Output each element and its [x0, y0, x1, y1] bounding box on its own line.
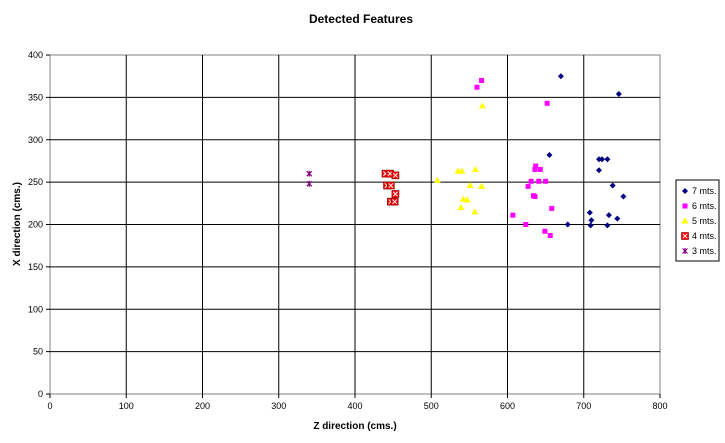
x-axis-title: Z direction (cms.)	[313, 421, 396, 432]
legend-box	[675, 179, 720, 262]
x-tick-label: 800	[652, 401, 667, 411]
y-tick-label: 150	[28, 262, 43, 272]
y-axis-title: X direction (cms.)	[12, 182, 23, 266]
legend-marker	[682, 203, 688, 209]
data-point	[536, 178, 542, 184]
data-point	[471, 208, 479, 215]
data-point	[457, 204, 465, 211]
data-point	[523, 222, 529, 227]
x-tick-label: 500	[424, 401, 439, 411]
legend-label: 6 mts.	[692, 201, 717, 211]
chart-title: Detected Features	[309, 12, 413, 26]
data-point	[471, 165, 479, 172]
data-point	[615, 90, 622, 97]
x-tick-label: 400	[347, 401, 362, 411]
legend-marker	[682, 188, 688, 194]
x-tick-label: 300	[271, 401, 286, 411]
data-point	[586, 209, 593, 216]
gridlines	[46, 54, 661, 398]
data-point	[387, 181, 395, 190]
data-point	[604, 222, 611, 229]
data-point	[433, 176, 441, 183]
data-point	[466, 182, 474, 189]
legend-marker	[682, 248, 688, 254]
y-tick-label: 200	[28, 220, 43, 230]
data-point	[474, 84, 480, 90]
data-points	[306, 73, 627, 239]
data-point	[525, 183, 531, 189]
x-tick-label: 700	[576, 401, 591, 411]
x-tick-labels: 0 100 200 300 400 500 600 700 800	[47, 401, 667, 411]
data-point	[604, 156, 611, 163]
y-tick-label: 250	[28, 177, 43, 187]
data-point	[596, 156, 602, 163]
data-point	[544, 100, 550, 106]
x-tick-label: 200	[195, 401, 210, 411]
legend-label: 5 mts.	[692, 216, 717, 226]
data-point	[478, 182, 486, 189]
data-point	[546, 152, 553, 159]
data-point	[605, 212, 612, 219]
legend: 7 mts. 6 mts. 5 mts. 4 mts. 3 mts.	[681, 186, 717, 256]
data-point	[391, 190, 400, 198]
legend-marker	[681, 232, 689, 240]
legend-marker	[681, 217, 689, 224]
data-point	[306, 170, 313, 177]
data-point	[599, 156, 606, 163]
data-point	[614, 215, 621, 222]
data-point	[306, 180, 313, 187]
data-point	[564, 221, 571, 228]
x-tick-label: 0	[47, 401, 52, 411]
data-point	[528, 178, 534, 184]
data-point	[547, 233, 553, 239]
data-point	[390, 197, 399, 206]
data-point	[537, 166, 543, 172]
legend-label: 4 mts.	[692, 231, 717, 241]
x-tick-label: 600	[500, 401, 515, 411]
y-tick-label: 300	[28, 135, 43, 145]
data-point	[478, 102, 486, 109]
data-point	[510, 212, 516, 218]
y-tick-label: 100	[28, 304, 43, 314]
data-point	[463, 196, 471, 203]
data-point	[596, 167, 602, 174]
data-point	[479, 77, 485, 83]
data-point	[542, 228, 548, 234]
legend-label: 3 mts.	[692, 246, 717, 256]
y-tick-label: 50	[33, 347, 43, 357]
x-tick-label: 100	[119, 401, 134, 411]
data-point	[532, 194, 538, 200]
data-point	[609, 182, 616, 189]
y-tick-label: 400	[28, 50, 43, 60]
data-point	[543, 178, 549, 184]
y-tick-label: 0	[38, 389, 43, 399]
data-point	[620, 193, 627, 200]
data-point	[391, 171, 400, 180]
data-point	[588, 217, 595, 224]
data-point	[587, 222, 594, 229]
data-point	[549, 205, 555, 211]
legend-label: 7 mts.	[692, 186, 717, 196]
y-tick-labels: 0 50 100 150 200 250 300 350 400	[28, 50, 43, 399]
data-point	[557, 73, 564, 80]
data-point	[532, 166, 538, 172]
data-point	[458, 167, 466, 174]
data-point	[533, 163, 539, 169]
y-tick-label: 350	[28, 92, 43, 102]
